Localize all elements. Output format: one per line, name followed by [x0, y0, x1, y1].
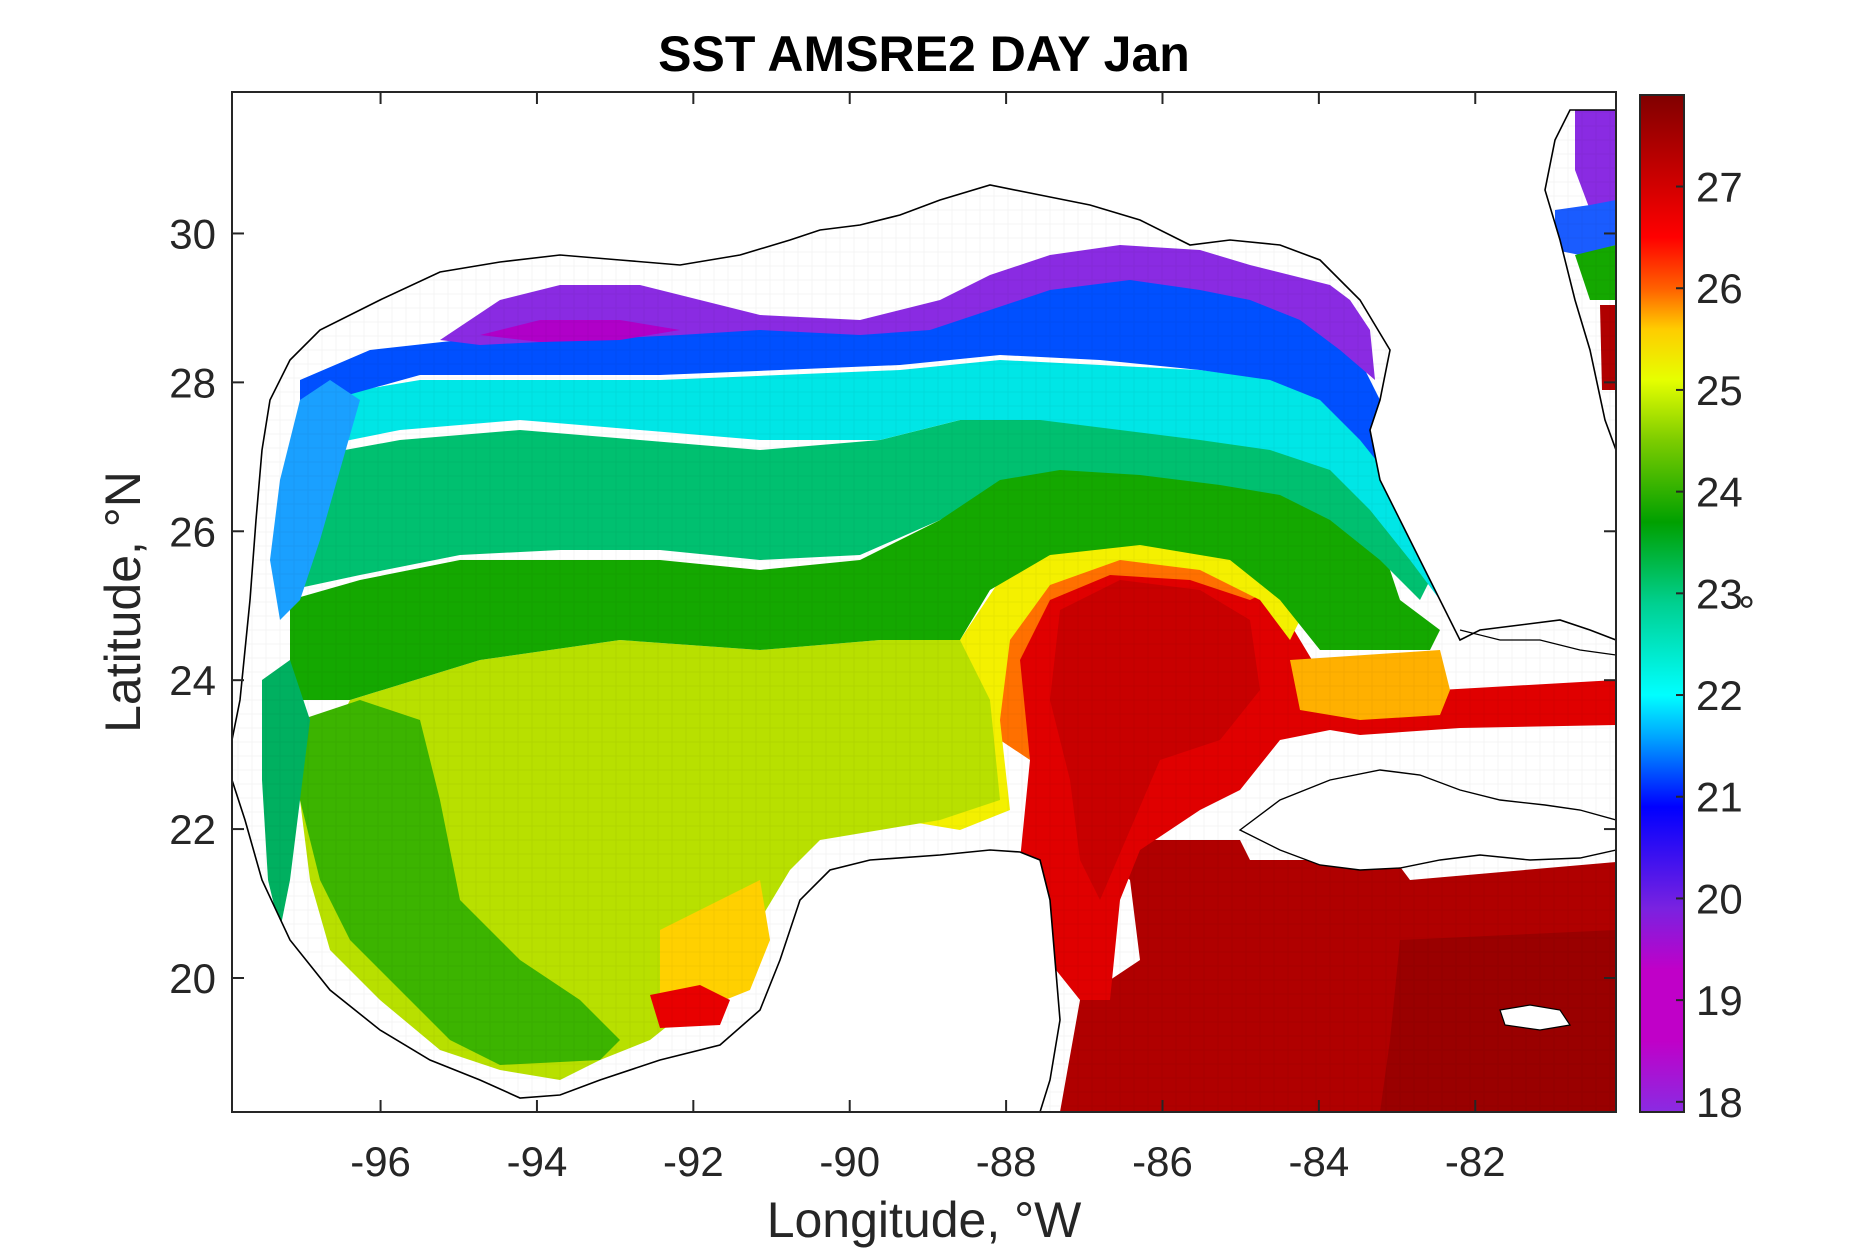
x-tick-label: -86 — [1132, 1138, 1193, 1185]
y-tick-label: 28 — [169, 359, 216, 406]
colorbar-label: ° — [1732, 594, 1779, 611]
y-tick-label: 20 — [169, 955, 216, 1002]
x-tick-label: -90 — [819, 1138, 880, 1185]
land-island-small — [1499, 1004, 1572, 1031]
land-mexico-yucatan — [232, 779, 1061, 1112]
chart-title: SST AMSRE2 DAY Jan — [658, 26, 1190, 82]
colorbar-tick-label: 27 — [1696, 164, 1743, 211]
colorbar: 18 19 20 21 22 23 24 25 26 27 ° — [1639, 94, 1779, 1126]
land-masses — [232, 92, 1616, 1112]
y-axis: 20 22 24 26 28 30 — [169, 210, 1616, 1002]
colorbar-tick-label: 21 — [1696, 774, 1743, 821]
colorbar-tick-label: 22 — [1696, 672, 1743, 719]
colorbar-box — [1639, 94, 1685, 1113]
y-axis-label: Latitude, °N — [95, 471, 151, 733]
land-cuba — [1238, 769, 1616, 871]
x-tick-label: -84 — [1289, 1138, 1350, 1185]
land-north-america — [232, 92, 1616, 741]
colorbar-gradient — [1640, 95, 1684, 1112]
y-tick-label: 30 — [169, 210, 216, 257]
land-florida-keys — [1459, 629, 1616, 656]
colorbar-tick-label: 24 — [1696, 469, 1743, 516]
x-tick-label: -88 — [976, 1138, 1037, 1185]
colorbar-tick-label: 26 — [1696, 265, 1743, 312]
x-axis: -96 -94 -92 -90 -88 -86 -84 -82 — [350, 92, 1506, 1185]
y-tick-label: 22 — [169, 806, 216, 853]
map-axes: -96 -94 -92 -90 -88 -86 -84 -82 20 22 24 26 28 30 — [169, 91, 1617, 1185]
x-tick-label: -96 — [350, 1138, 411, 1185]
colorbar-tick-label: 20 — [1696, 875, 1743, 922]
colorbar-tick-label: 23 — [1696, 570, 1743, 617]
x-axis-label: Longitude, °W — [767, 1192, 1082, 1248]
axes-box — [231, 91, 1617, 1113]
x-tick-label: -92 — [663, 1138, 724, 1185]
y-tick-label: 26 — [169, 508, 216, 555]
colorbar-ticks: 18 19 20 21 22 23 24 25 26 27 — [1676, 164, 1743, 1126]
x-tick-label: -94 — [507, 1138, 568, 1185]
colorbar-tick-label: 18 — [1696, 1079, 1743, 1126]
colorbar-tick-label: 25 — [1696, 367, 1743, 414]
y-tick-label: 24 — [169, 657, 216, 704]
colorbar-tick-label: 19 — [1696, 977, 1743, 1024]
x-tick-label: -82 — [1445, 1138, 1506, 1185]
